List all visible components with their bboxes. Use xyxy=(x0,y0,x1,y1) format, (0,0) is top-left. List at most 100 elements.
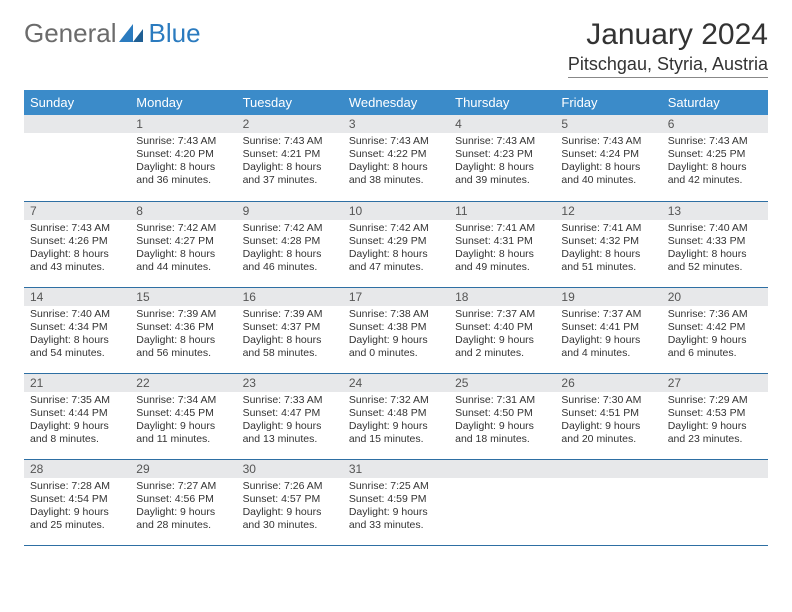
daylight-text: Daylight: 9 hours xyxy=(136,420,230,433)
day-number: 2 xyxy=(237,115,343,133)
day-number: 22 xyxy=(130,374,236,392)
day-cell: 17Sunrise: 7:38 AMSunset: 4:38 PMDayligh… xyxy=(343,287,449,373)
day-cell: 24Sunrise: 7:32 AMSunset: 4:48 PMDayligh… xyxy=(343,373,449,459)
day-cell xyxy=(555,459,661,545)
daylight-text: Daylight: 9 hours xyxy=(243,420,337,433)
daylight-text-2: and 40 minutes. xyxy=(561,174,655,187)
day-cell: 5Sunrise: 7:43 AMSunset: 4:24 PMDaylight… xyxy=(555,115,661,201)
dow-cell: Thursday xyxy=(449,90,555,115)
day-number xyxy=(662,460,768,478)
day-cell: 2Sunrise: 7:43 AMSunset: 4:21 PMDaylight… xyxy=(237,115,343,201)
daylight-text: Daylight: 9 hours xyxy=(561,420,655,433)
sunset-text: Sunset: 4:23 PM xyxy=(455,148,549,161)
day-cell: 21Sunrise: 7:35 AMSunset: 4:44 PMDayligh… xyxy=(24,373,130,459)
sunset-text: Sunset: 4:24 PM xyxy=(561,148,655,161)
sunrise-text: Sunrise: 7:43 AM xyxy=(136,135,230,148)
daylight-text-2: and 18 minutes. xyxy=(455,433,549,446)
daylight-text: Daylight: 9 hours xyxy=(668,334,762,347)
day-cell: 11Sunrise: 7:41 AMSunset: 4:31 PMDayligh… xyxy=(449,201,555,287)
daylight-text-2: and 37 minutes. xyxy=(243,174,337,187)
logo-mark-icon xyxy=(119,20,147,47)
day-body: Sunrise: 7:43 AMSunset: 4:25 PMDaylight:… xyxy=(662,133,768,192)
daylight-text: Daylight: 8 hours xyxy=(349,161,443,174)
day-cell: 4Sunrise: 7:43 AMSunset: 4:23 PMDaylight… xyxy=(449,115,555,201)
day-number: 1 xyxy=(130,115,236,133)
calendar-table: SundayMondayTuesdayWednesdayThursdayFrid… xyxy=(24,90,768,546)
sunset-text: Sunset: 4:29 PM xyxy=(349,235,443,248)
day-body: Sunrise: 7:43 AMSunset: 4:22 PMDaylight:… xyxy=(343,133,449,192)
day-body: Sunrise: 7:28 AMSunset: 4:54 PMDaylight:… xyxy=(24,478,130,537)
daylight-text: Daylight: 9 hours xyxy=(136,506,230,519)
week-row: 21Sunrise: 7:35 AMSunset: 4:44 PMDayligh… xyxy=(24,373,768,459)
day-body: Sunrise: 7:43 AMSunset: 4:24 PMDaylight:… xyxy=(555,133,661,192)
sunrise-text: Sunrise: 7:43 AM xyxy=(668,135,762,148)
day-body: Sunrise: 7:39 AMSunset: 4:36 PMDaylight:… xyxy=(130,306,236,365)
daylight-text-2: and 28 minutes. xyxy=(136,519,230,532)
day-number: 18 xyxy=(449,288,555,306)
sunset-text: Sunset: 4:38 PM xyxy=(349,321,443,334)
dow-cell: Tuesday xyxy=(237,90,343,115)
sunrise-text: Sunrise: 7:39 AM xyxy=(243,308,337,321)
day-number xyxy=(449,460,555,478)
title-block: January 2024 Pitschgau, Styria, Austria xyxy=(568,18,768,78)
sunrise-text: Sunrise: 7:41 AM xyxy=(561,222,655,235)
daylight-text-2: and 42 minutes. xyxy=(668,174,762,187)
day-cell: 6Sunrise: 7:43 AMSunset: 4:25 PMDaylight… xyxy=(662,115,768,201)
day-cell: 16Sunrise: 7:39 AMSunset: 4:37 PMDayligh… xyxy=(237,287,343,373)
day-number xyxy=(24,115,130,133)
month-title: January 2024 xyxy=(568,18,768,52)
day-number: 5 xyxy=(555,115,661,133)
day-number: 30 xyxy=(237,460,343,478)
sunset-text: Sunset: 4:22 PM xyxy=(349,148,443,161)
daylight-text: Daylight: 8 hours xyxy=(668,248,762,261)
day-cell: 27Sunrise: 7:29 AMSunset: 4:53 PMDayligh… xyxy=(662,373,768,459)
sunset-text: Sunset: 4:56 PM xyxy=(136,493,230,506)
day-number: 8 xyxy=(130,202,236,220)
daylight-text: Daylight: 8 hours xyxy=(243,334,337,347)
dow-cell: Friday xyxy=(555,90,661,115)
daylight-text: Daylight: 8 hours xyxy=(455,248,549,261)
sunrise-text: Sunrise: 7:31 AM xyxy=(455,394,549,407)
day-number: 7 xyxy=(24,202,130,220)
day-number: 28 xyxy=(24,460,130,478)
daylight-text-2: and 39 minutes. xyxy=(455,174,549,187)
daylight-text-2: and 11 minutes. xyxy=(136,433,230,446)
sunrise-text: Sunrise: 7:38 AM xyxy=(349,308,443,321)
day-body: Sunrise: 7:35 AMSunset: 4:44 PMDaylight:… xyxy=(24,392,130,451)
daylight-text: Daylight: 9 hours xyxy=(668,420,762,433)
day-body: Sunrise: 7:36 AMSunset: 4:42 PMDaylight:… xyxy=(662,306,768,365)
day-number: 4 xyxy=(449,115,555,133)
day-body: Sunrise: 7:25 AMSunset: 4:59 PMDaylight:… xyxy=(343,478,449,537)
day-body: Sunrise: 7:43 AMSunset: 4:20 PMDaylight:… xyxy=(130,133,236,192)
daylight-text-2: and 2 minutes. xyxy=(455,347,549,360)
week-row: 7Sunrise: 7:43 AMSunset: 4:26 PMDaylight… xyxy=(24,201,768,287)
sunrise-text: Sunrise: 7:43 AM xyxy=(243,135,337,148)
sunset-text: Sunset: 4:45 PM xyxy=(136,407,230,420)
daylight-text: Daylight: 9 hours xyxy=(349,506,443,519)
day-cell: 25Sunrise: 7:31 AMSunset: 4:50 PMDayligh… xyxy=(449,373,555,459)
day-cell xyxy=(24,115,130,201)
daylight-text-2: and 44 minutes. xyxy=(136,261,230,274)
day-number: 14 xyxy=(24,288,130,306)
day-cell: 29Sunrise: 7:27 AMSunset: 4:56 PMDayligh… xyxy=(130,459,236,545)
day-number: 27 xyxy=(662,374,768,392)
sunrise-text: Sunrise: 7:26 AM xyxy=(243,480,337,493)
day-cell: 20Sunrise: 7:36 AMSunset: 4:42 PMDayligh… xyxy=(662,287,768,373)
sunset-text: Sunset: 4:50 PM xyxy=(455,407,549,420)
sunrise-text: Sunrise: 7:40 AM xyxy=(668,222,762,235)
day-cell: 23Sunrise: 7:33 AMSunset: 4:47 PMDayligh… xyxy=(237,373,343,459)
sunrise-text: Sunrise: 7:28 AM xyxy=(30,480,124,493)
day-number: 23 xyxy=(237,374,343,392)
day-cell: 1Sunrise: 7:43 AMSunset: 4:20 PMDaylight… xyxy=(130,115,236,201)
daylight-text-2: and 33 minutes. xyxy=(349,519,443,532)
day-body: Sunrise: 7:37 AMSunset: 4:41 PMDaylight:… xyxy=(555,306,661,365)
daylight-text: Daylight: 9 hours xyxy=(561,334,655,347)
sunset-text: Sunset: 4:20 PM xyxy=(136,148,230,161)
day-body: Sunrise: 7:43 AMSunset: 4:21 PMDaylight:… xyxy=(237,133,343,192)
sunset-text: Sunset: 4:42 PM xyxy=(668,321,762,334)
day-number: 13 xyxy=(662,202,768,220)
daylight-text-2: and 43 minutes. xyxy=(30,261,124,274)
sunset-text: Sunset: 4:40 PM xyxy=(455,321,549,334)
day-number: 31 xyxy=(343,460,449,478)
sunrise-text: Sunrise: 7:42 AM xyxy=(136,222,230,235)
